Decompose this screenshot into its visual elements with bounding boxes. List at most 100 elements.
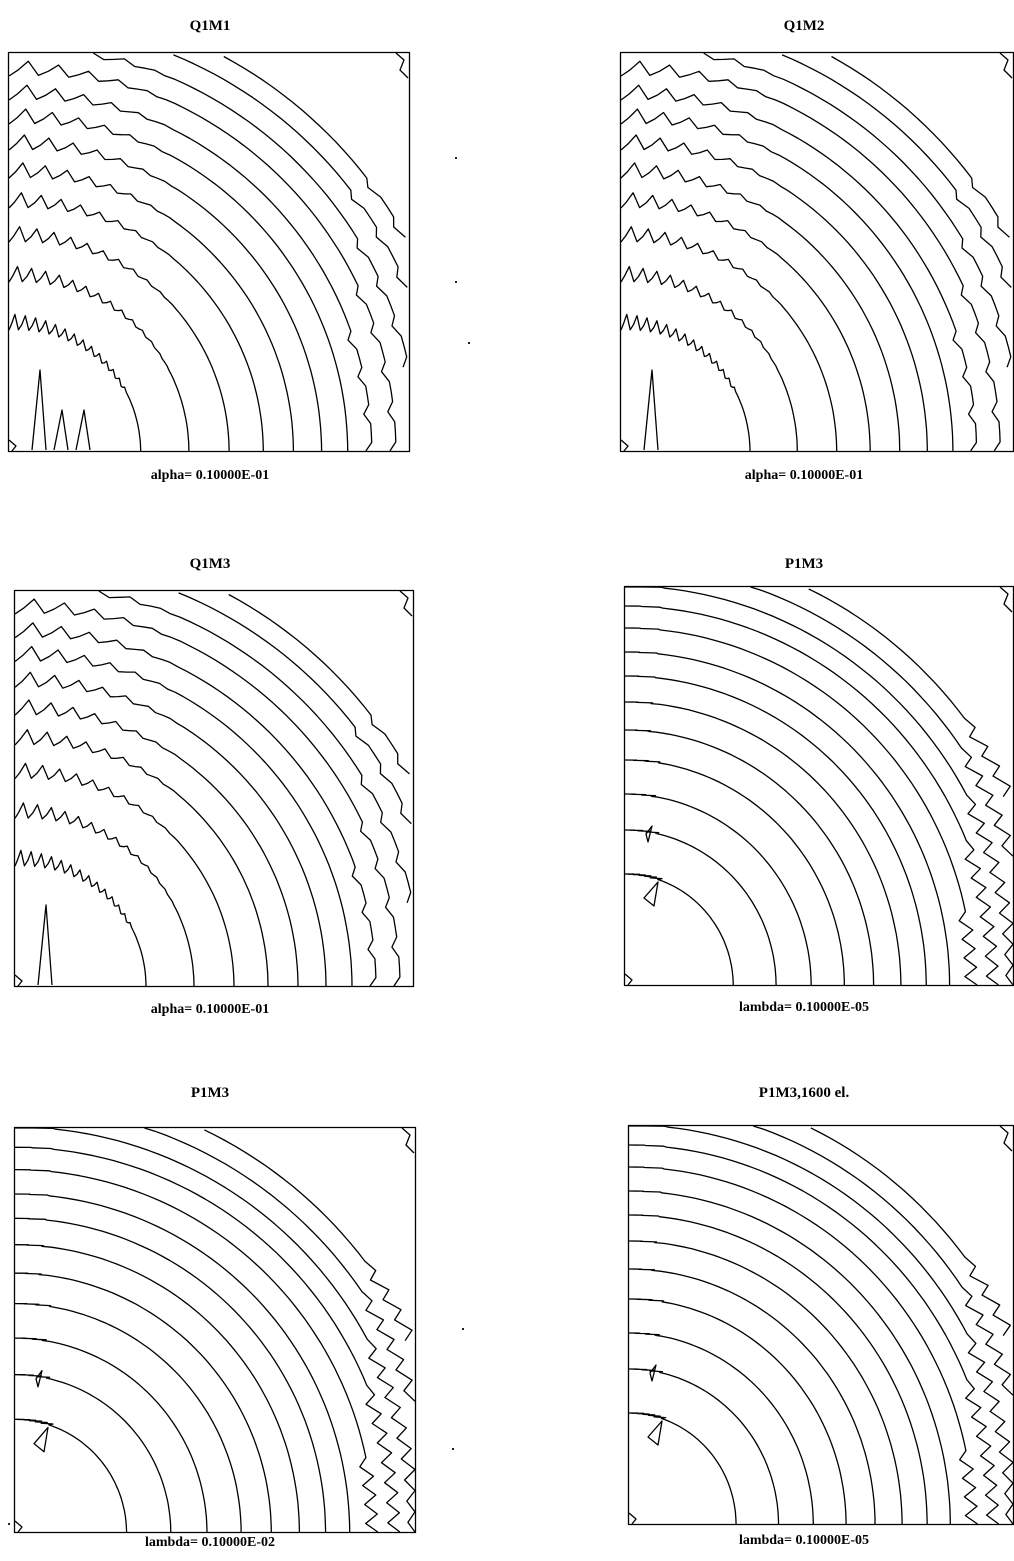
contour-line (14, 1217, 327, 1533)
contour-line (620, 60, 1001, 452)
corner-artifact (14, 1520, 23, 1533)
contour-line (624, 627, 978, 986)
contour-line (14, 1302, 242, 1532)
contour-line (14, 802, 195, 987)
contour-plot (13, 589, 415, 988)
panel-q1m3: Q1M3 alpha= 0.10000E-01 (0, 540, 420, 1040)
contour-line (8, 84, 373, 452)
speck (455, 281, 457, 283)
corner-artifact (628, 1512, 637, 1525)
panel-title: P1M3 (784, 556, 824, 572)
contour-line (8, 60, 397, 452)
contour-line (624, 729, 875, 986)
contour-line (15, 1272, 272, 1533)
contour-line (620, 108, 954, 452)
contour-line (620, 162, 901, 452)
plot-frame (13, 589, 415, 988)
plot-frame (619, 51, 1014, 453)
panel-caption: alpha= 0.10000E-01 (150, 1002, 270, 1017)
contour-line (14, 1244, 301, 1533)
panel-title: Q1M2 (783, 18, 825, 34)
contour-line (8, 226, 230, 452)
contour-svg (7, 51, 411, 453)
contour-line (14, 645, 353, 987)
contour-line (173, 54, 408, 288)
contour-line (628, 1368, 780, 1524)
contour-svg (13, 589, 415, 988)
contour-svg (623, 585, 1014, 987)
panel-caption: alpha= 0.10000E-01 (744, 468, 864, 483)
panel-title: P1M3 (190, 1085, 230, 1101)
contour-line (14, 622, 377, 987)
contour-line (8, 313, 142, 452)
corner-artifact (620, 439, 629, 452)
contour-line (92, 52, 408, 368)
corner-artifact (8, 439, 17, 452)
panel-caption: alpha= 0.10000E-01 (150, 468, 270, 483)
contour-plot (623, 585, 1014, 987)
spike-artifact (53, 409, 69, 451)
corner-artifact (999, 586, 1013, 613)
contour-line (810, 1127, 1011, 1336)
speck (455, 157, 457, 159)
contour-line (628, 1166, 978, 1525)
contour-line (14, 1168, 379, 1533)
contour-line (628, 1332, 814, 1525)
contour-line (144, 1127, 416, 1402)
contour-plot (13, 1126, 417, 1534)
contour-line (628, 1268, 876, 1524)
contour-line (14, 849, 147, 986)
contour-line (14, 699, 299, 987)
plot-frame (627, 1124, 1014, 1526)
contour-line (831, 55, 1010, 238)
contour-line (624, 793, 812, 986)
corner-artifact (395, 52, 409, 79)
speck (462, 1328, 464, 1330)
spike-artifact (643, 369, 659, 451)
contour-line (703, 52, 1012, 368)
contour-line (750, 586, 1014, 857)
speck (468, 342, 470, 344)
contour-line (14, 1337, 208, 1533)
contour-line (620, 226, 838, 452)
spike-artifact (37, 904, 53, 986)
small-loop (33, 1426, 49, 1453)
contour-line (8, 265, 190, 452)
panel-q1m1: Q1M1 alpha= 0.10000E-01 (0, 0, 420, 500)
small-loop (645, 825, 653, 843)
contour-line (98, 590, 412, 904)
speck (452, 1448, 454, 1450)
contour-line (14, 1193, 351, 1533)
contour-line (14, 1146, 401, 1533)
corner-artifact (399, 590, 413, 617)
contour-line (8, 192, 264, 452)
contour-line (629, 1125, 1014, 1525)
contour-svg (619, 51, 1014, 453)
spike-artifact (31, 369, 47, 451)
spike-artifact (75, 409, 91, 451)
contour-line (14, 729, 269, 987)
contour-plot (7, 51, 411, 453)
contour-line (624, 701, 902, 986)
corner-artifact (999, 1125, 1013, 1152)
corner-artifact (14, 974, 23, 987)
contour-line (628, 1190, 951, 1525)
panel-p1m3-a: P1M3 lambda= 0.10000E-05 (594, 540, 1014, 1040)
small-loop (643, 881, 659, 907)
contour-line (620, 313, 751, 451)
corner-artifact (401, 1127, 415, 1154)
contour-line (14, 762, 235, 987)
plot-frame (7, 51, 411, 453)
corner-artifact (624, 973, 633, 986)
contour-svg (13, 1126, 417, 1534)
small-loop (647, 1420, 663, 1446)
panel-title: P1M3,1600 el. (758, 1085, 850, 1101)
contour-line (223, 55, 406, 238)
contour-line (228, 593, 410, 775)
contour-line (628, 1214, 928, 1525)
contour-line (625, 873, 734, 985)
plot-frame (13, 1126, 417, 1534)
panel-p1m3-b: P1M3 lambda= 0.10000E-02 (0, 1075, 420, 1561)
panel-title: Q1M3 (189, 556, 231, 572)
contour-line (753, 1125, 1014, 1396)
